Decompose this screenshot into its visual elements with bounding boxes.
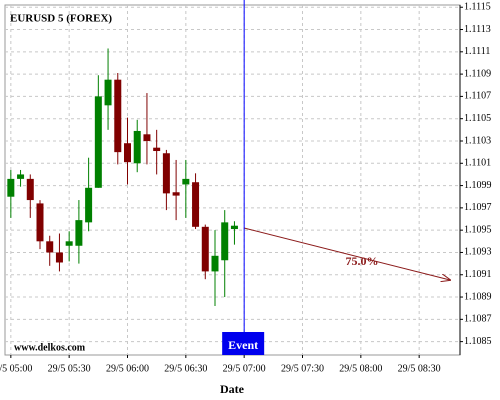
candle-body bbox=[143, 134, 151, 141]
candle-body bbox=[153, 147, 161, 152]
candle-body bbox=[36, 203, 44, 242]
y-tick-label: 1.1101 bbox=[464, 158, 491, 169]
event-label: Event bbox=[228, 338, 258, 352]
y-tick-label: 1.1111 bbox=[464, 46, 490, 57]
y-tick-label: 1.1103 bbox=[464, 135, 491, 146]
candle-body bbox=[7, 178, 15, 197]
candle-body bbox=[104, 79, 112, 106]
candle-body bbox=[133, 130, 141, 164]
x-tick-label: 29/5 06:00 bbox=[106, 363, 149, 374]
x-tick-label: 29/5 05:00 bbox=[0, 363, 32, 374]
y-tick-label: 1.1099 bbox=[464, 180, 492, 191]
candle-body bbox=[162, 153, 170, 194]
y-tick-label: 1.1105 bbox=[464, 113, 491, 124]
y-tick-label: 1.1085 bbox=[464, 336, 492, 347]
x-tick-label: 29/5 07:30 bbox=[281, 363, 324, 374]
candle-body bbox=[211, 255, 219, 272]
candle-body bbox=[55, 252, 63, 263]
y-tick-label: 1.1091 bbox=[464, 269, 492, 280]
watermark: www.delkos.com bbox=[14, 342, 86, 353]
candle-body bbox=[230, 225, 238, 230]
candle-body bbox=[114, 79, 122, 153]
chart-title: EURUSD 5 (FOREX) bbox=[10, 13, 112, 25]
y-tick-label: 1.1115 bbox=[464, 2, 491, 13]
y-tick-label: 1.1113 bbox=[464, 24, 491, 35]
candle-body bbox=[85, 187, 93, 223]
candle-body bbox=[65, 241, 73, 246]
candle-body bbox=[221, 222, 229, 261]
candle-body bbox=[94, 96, 102, 188]
candle-body bbox=[26, 178, 34, 201]
projection-arrow bbox=[243, 227, 450, 280]
candle-body bbox=[75, 220, 83, 246]
y-tick-label: 1.1095 bbox=[464, 224, 492, 235]
y-tick-label: 1.1109 bbox=[464, 68, 491, 79]
plot-area bbox=[4, 4, 461, 356]
y-tick-label: 1.1097 bbox=[464, 202, 492, 213]
candle-body bbox=[124, 143, 131, 163]
x-axis-label: Date bbox=[220, 382, 245, 396]
x-tick-label: 29/5 05:30 bbox=[48, 363, 91, 374]
candle-body bbox=[17, 174, 25, 179]
candle-body bbox=[172, 192, 180, 196]
candle-body bbox=[201, 226, 209, 272]
y-tick-label: 1.1089 bbox=[464, 291, 492, 302]
x-tick-label: 29/5 08:30 bbox=[398, 363, 441, 374]
y-tick-label: 1.1107 bbox=[464, 91, 491, 102]
x-tick-label: 29/5 08:00 bbox=[339, 363, 382, 374]
candles bbox=[7, 48, 238, 306]
x-tick-label: 29/5 06:30 bbox=[164, 363, 207, 374]
y-tick-label: 1.1087 bbox=[464, 314, 492, 325]
candle-body bbox=[46, 241, 54, 253]
candle-body bbox=[182, 178, 190, 185]
y-tick-label: 1.1093 bbox=[464, 247, 492, 258]
event-box bbox=[222, 332, 265, 355]
x-tick-label: 29/5 07:00 bbox=[223, 363, 266, 374]
annotation: 75.0% bbox=[346, 254, 379, 268]
candle-body bbox=[192, 182, 200, 227]
